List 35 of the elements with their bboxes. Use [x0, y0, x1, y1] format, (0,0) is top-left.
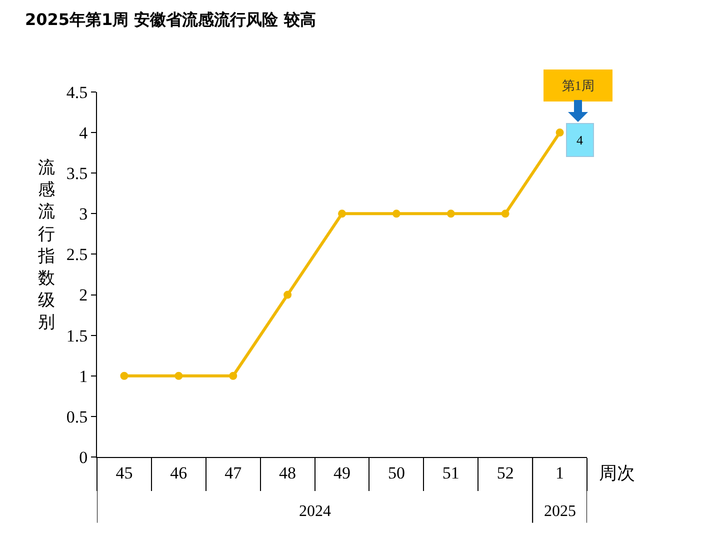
y-tick-label: 4	[79, 124, 88, 143]
text: 2024	[299, 503, 331, 520]
annotation: 第1周	[562, 78, 594, 93]
y-tick-label: 1	[79, 366, 88, 386]
y-tick-label: 3.5	[66, 164, 88, 184]
y-tick-label: 2	[79, 286, 88, 305]
point	[284, 290, 292, 299]
point	[556, 128, 564, 137]
x-tick-label: 51	[442, 463, 460, 482]
point	[446, 210, 455, 218]
y-tick-label: 1.5	[66, 326, 88, 346]
x-tick-label: 50	[388, 463, 405, 482]
point	[174, 372, 183, 380]
x-tick-label: 52	[496, 463, 514, 482]
x-tick-label: 1	[556, 463, 564, 482]
y-tick-label: 3	[79, 204, 88, 224]
y-tick-label: 4.5	[66, 82, 88, 102]
data-label: 4	[576, 132, 584, 148]
point	[501, 210, 510, 218]
point	[392, 210, 400, 218]
x-tick-label: 47	[224, 463, 242, 482]
point	[338, 210, 346, 218]
x-tick-label: 48	[279, 463, 296, 482]
chart-title: 2025年第1周 安徽省流感流行风险 较高	[24, 10, 316, 30]
x-axis-title: 周次	[599, 463, 635, 483]
y-axis-title: 流感流行指数级别	[37, 158, 55, 332]
x-tick-label: 49	[334, 463, 350, 482]
x-tick-label: 45	[116, 463, 133, 482]
point	[120, 372, 128, 380]
point	[229, 372, 238, 380]
y-tick-label: 0.5	[66, 407, 88, 426]
y-tick-label: 2.5	[66, 245, 88, 264]
y-tick-label: 0	[79, 448, 88, 467]
text: 2025	[544, 503, 576, 520]
x-tick-label: 46	[170, 463, 188, 482]
